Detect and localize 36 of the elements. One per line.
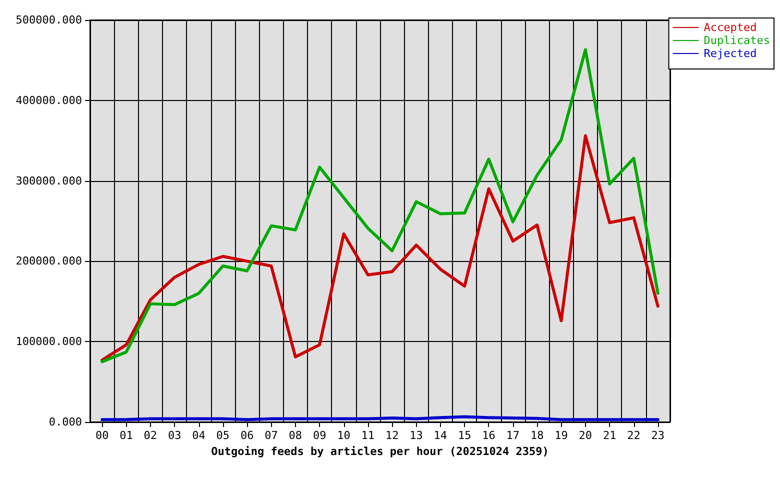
x-tick-label: 17 bbox=[506, 429, 520, 442]
x-tick-label: 04 bbox=[192, 429, 206, 442]
x-axis-title: Outgoing feeds by articles per hour (20251024 2359) bbox=[211, 445, 549, 458]
line-series bbox=[100, 134, 660, 362]
x-tick-label: 08 bbox=[288, 429, 302, 442]
legend-label: Duplicates bbox=[704, 34, 770, 47]
x-tick-label: 07 bbox=[264, 429, 278, 442]
x-tick-label: 03 bbox=[168, 429, 182, 442]
x-tick-label: 00 bbox=[95, 429, 109, 442]
y-tick-label: 0.000 bbox=[48, 416, 82, 428]
legend-label: Accepted bbox=[704, 21, 757, 34]
x-tick-label: 10 bbox=[337, 429, 350, 442]
x-tick-label: 15 bbox=[458, 429, 472, 442]
x-tick-label: 02 bbox=[144, 429, 158, 442]
x-tick-label: 12 bbox=[385, 429, 399, 442]
x-tick-label: 13 bbox=[410, 429, 423, 442]
x-tick-label: 16 bbox=[482, 429, 496, 442]
legend-label: Rejected bbox=[704, 47, 757, 60]
y-tick-label: 500000.000 bbox=[16, 14, 82, 26]
x-tick-label: 19 bbox=[554, 429, 568, 442]
x-tick-label: 23 bbox=[651, 429, 665, 442]
y-tick-label: 100000.000 bbox=[16, 335, 82, 348]
x-tick-label: 20 bbox=[578, 429, 592, 442]
y-tick-label: 400000.000 bbox=[16, 94, 82, 107]
x-tick-label: 18 bbox=[530, 429, 544, 442]
x-tick-label: 09 bbox=[312, 429, 326, 442]
x-tick-label: 01 bbox=[120, 429, 133, 442]
y-tick-label: 300000.000 bbox=[16, 174, 82, 188]
y-tick-label: 200000.000 bbox=[16, 254, 82, 268]
x-tick-label: 14 bbox=[434, 429, 448, 442]
line-series bbox=[100, 48, 660, 364]
x-tick-label: 06 bbox=[240, 429, 254, 442]
x-tick-label: 22 bbox=[627, 429, 640, 442]
x-tick-label: 11 bbox=[361, 429, 375, 442]
x-tick-label: 05 bbox=[216, 429, 230, 442]
x-tick-label: 21 bbox=[602, 429, 616, 442]
